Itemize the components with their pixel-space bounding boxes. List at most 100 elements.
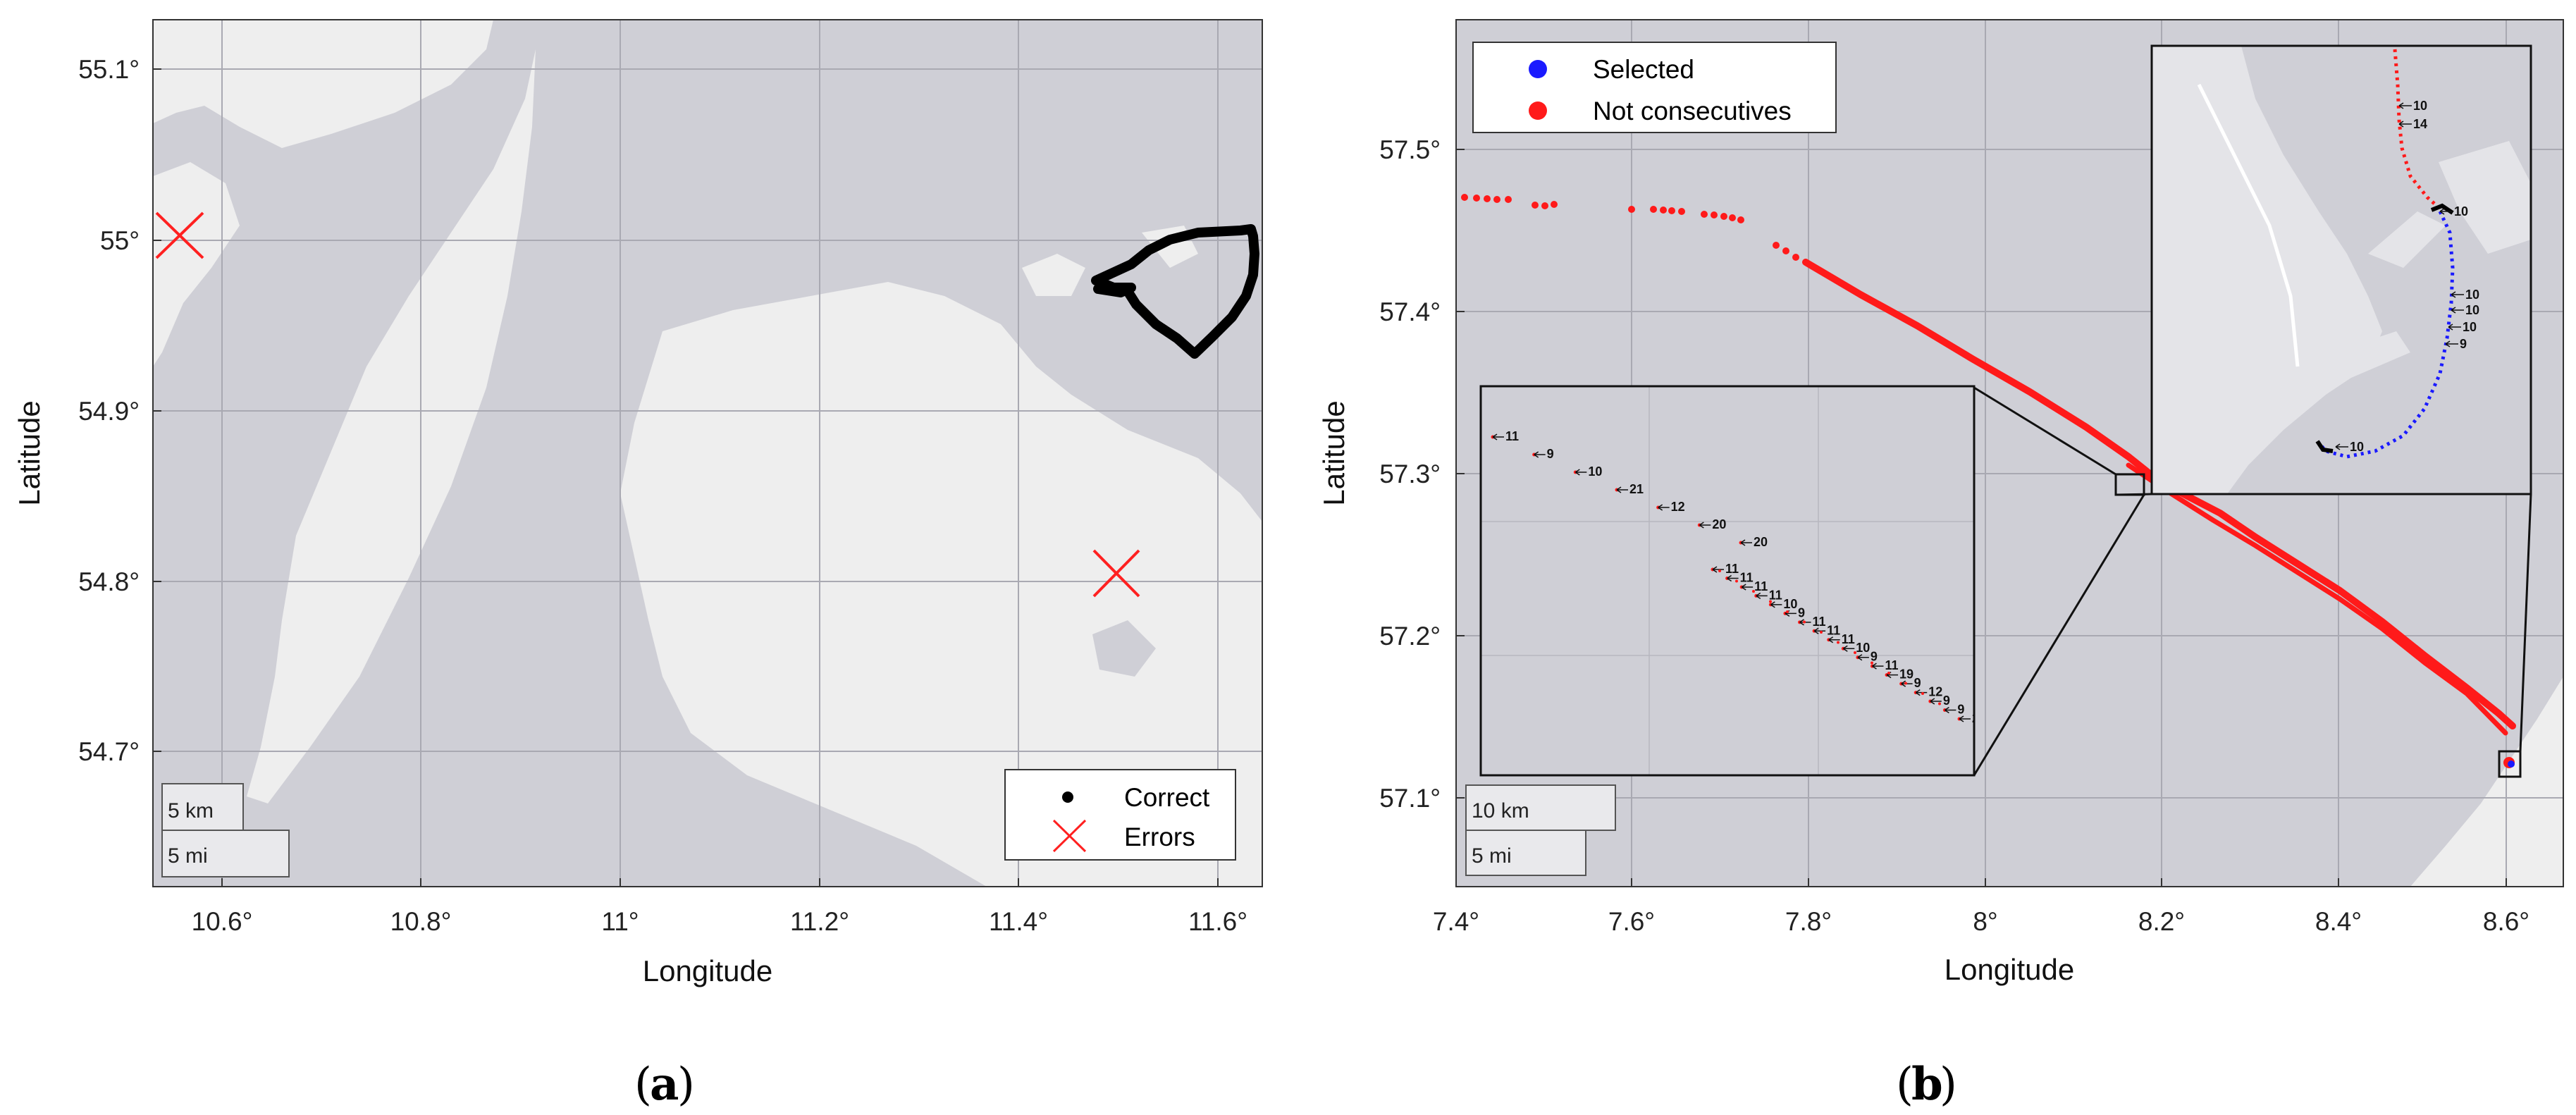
inset-track-point: [1786, 610, 1789, 613]
track-not-consecutives-line: [2126, 462, 2508, 736]
vessel-speed-label: 11: [1827, 623, 1840, 637]
vessel-speed-label: 19: [1899, 667, 1913, 682]
vessel-heading-arrow: [2335, 443, 2348, 450]
svg-text:): ): [1940, 1059, 1957, 1111]
x-tick-label: 11.4°: [989, 907, 1048, 936]
caption-b: ( b ): [1896, 1058, 1957, 1111]
x-tick-label: 8.4°: [2315, 907, 2362, 936]
tick-marks-b: [1455, 149, 2507, 887]
y-tick-label: 57.3°: [1379, 460, 1441, 488]
harbour-selected-end: [2430, 203, 2454, 215]
x-tick-label: 11.6°: [1188, 907, 1247, 936]
vessel-heading-arrow: [1616, 486, 1628, 493]
vessel-heading-arrow: [1959, 715, 1971, 722]
x-tick-labels-a: 10.6° 10.8° 11° 11.2° 11.4° 11.6°: [192, 907, 1247, 936]
vessel-speed-label: 9: [1957, 703, 1964, 717]
vessel-heading-arrow: [1930, 698, 1942, 705]
vessel-speed-label: 9: [2460, 337, 2467, 351]
vessel-heading-arrow: [1828, 636, 1840, 643]
inset-track-point: [1837, 641, 1839, 644]
x-tick-label: 7.4°: [1433, 907, 1479, 936]
y-tick-label: 57.4°: [1379, 297, 1441, 326]
legend-not-consecutives-marker: [1529, 101, 1547, 120]
inset-track-point: [1803, 620, 1806, 624]
y-tick-labels-a: 55.1° 55° 54.9° 54.8° 54.7°: [78, 55, 140, 766]
y-tick-label: 57.5°: [1379, 135, 1441, 164]
x-tick-label: 10.8°: [390, 907, 452, 936]
y-tick-label: 57.1°: [1379, 784, 1441, 813]
vessel-heading-arrow: [2439, 208, 2453, 215]
legend-b: Selected Not consecutives: [1472, 42, 1837, 133]
land-north-west: [153, 20, 493, 148]
legend-not-consecutives-label: Not consecutives: [1593, 97, 1792, 125]
vessel-heading-arrow: [1534, 451, 1546, 458]
vessel-heading-arrow: [1658, 504, 1670, 511]
vessel-speed-label: 10: [2465, 303, 2479, 317]
inset-midtrack: 1191021122020111111111091111111091119912…: [1479, 385, 1976, 777]
inset-track-point: [1769, 600, 1772, 603]
x-tick-label: 8°: [1973, 907, 1997, 936]
harbour-selected-start: [2315, 440, 2334, 453]
grid-a: [153, 20, 1262, 887]
vessel-heading-arrow: [1712, 566, 1724, 573]
vessel-track-correct: [1091, 224, 1259, 359]
inset-track-point: [1718, 569, 1721, 572]
vessel-speed-label: 10: [2454, 204, 2468, 218]
zoom-connectors: [1973, 386, 2532, 776]
inset-track-point: [1735, 579, 1738, 583]
inset-midtrack-grid: [1481, 386, 1974, 775]
legend-correct-label: Correct: [1124, 783, 1210, 812]
svg-text:(: (: [634, 1059, 652, 1111]
zoom-box-harbour: [2498, 750, 2522, 778]
x-tick-label: 8.6°: [2483, 907, 2529, 936]
vessel-heading-arrow: [1741, 584, 1754, 591]
inset-track-point: [1871, 661, 1873, 665]
y-tick-label: 54.7°: [78, 737, 140, 766]
vessel-speed-label: 10: [1588, 464, 1602, 479]
vessel-speed-label: 14: [2413, 117, 2427, 131]
scale-mi-label: 5 mi: [1472, 844, 1512, 868]
x-tick-label: 11.2°: [790, 907, 849, 936]
land-west-coast: [153, 162, 240, 366]
vessel-heading-arrow: [2451, 291, 2464, 298]
scale-mi-label: 5 mi: [168, 844, 208, 868]
harbour-pier: [2368, 211, 2446, 268]
vessel-heading-arrow: [1699, 522, 1711, 529]
vessel-speed-label: 11: [1813, 615, 1826, 629]
panel-a: 5 km 5 mi Correct Errors 10.6°: [13, 19, 1263, 1111]
vessel-speed-label: 12: [1928, 685, 1942, 699]
vessel-speed-label: 10: [1856, 641, 1870, 655]
svg-text:(: (: [1896, 1059, 1913, 1111]
vessel-heading-arrow: [2445, 340, 2458, 347]
vessel-heading-arrow: [2448, 324, 2461, 331]
x-tick-label: 11°: [601, 907, 639, 936]
legend-selected-marker: [1529, 60, 1547, 78]
panel-b: 10 km 5 mi 11910211220201111111110911111…: [1317, 19, 2564, 1111]
scale-bar-a: 5 km 5 mi: [161, 783, 290, 877]
land-lake: [1092, 620, 1156, 677]
vessel-heading-arrow: [1756, 592, 1768, 600]
land-islet-1: [1022, 254, 1085, 296]
caption-a-letter: a: [650, 1058, 679, 1111]
vessel-speed-label: 9: [1547, 447, 1554, 461]
y-tick-label: 55.1°: [78, 55, 140, 84]
vessel-heading-arrow: [1770, 601, 1782, 608]
vessel-speed-label: 10: [2465, 288, 2479, 302]
inset-track-point: [1904, 682, 1907, 685]
caption-a: ( a ): [634, 1058, 695, 1111]
inset-midtrack-points: 1191021122020111111111091111111091119912…: [1491, 429, 1974, 725]
y-tick-label: 57.2°: [1379, 622, 1441, 651]
vessel-speed-label: 10: [2350, 440, 2364, 454]
vessel-speed-label: 10: [1783, 597, 1797, 611]
vessel-heading-arrow: [1740, 539, 1752, 546]
vessel-heading-arrow: [2398, 102, 2412, 109]
y-tick-label: 55°: [100, 226, 140, 255]
inset-track-point: [1921, 692, 1924, 695]
vessel-speed-label: 20: [1712, 517, 1726, 531]
vessel-speed-label: 11: [1740, 570, 1754, 584]
tick-marks-a: [153, 68, 1219, 887]
vessel-heading-arrow: [1492, 433, 1504, 441]
inset-track-point: [1820, 631, 1823, 634]
vessel-speed-label: 11: [1754, 579, 1768, 593]
